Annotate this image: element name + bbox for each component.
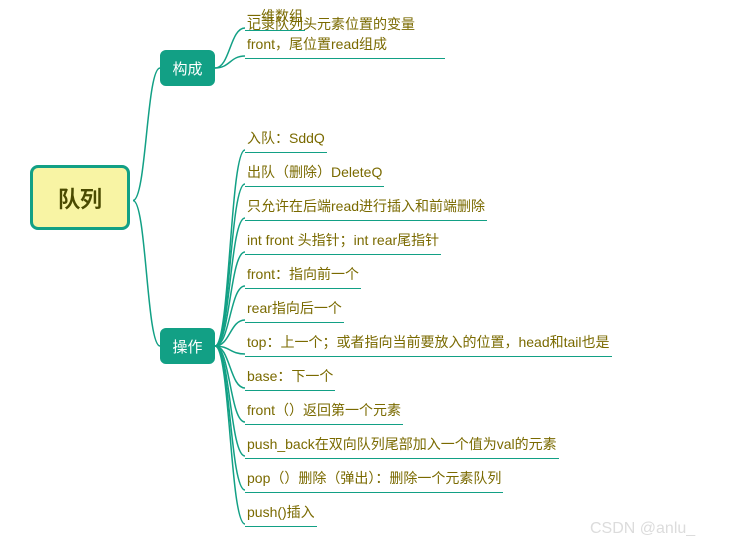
watermark: CSDN @anlu_	[590, 520, 695, 538]
leaf-item: 出队（删除）DeleteQ	[245, 162, 384, 187]
root-node: 队列	[30, 165, 130, 230]
leaf-item: int front 头指针；int rear尾指针	[245, 230, 441, 255]
branch-node-b2: 操作	[160, 328, 215, 364]
leaf-item: front（）返回第一个元素	[245, 400, 403, 425]
leaf-text: 只允许在后端read进行插入和前端删除	[247, 198, 485, 214]
leaf-item: push()插入	[245, 502, 317, 527]
leaf-text-line: 记录队列头元素位置的变量	[247, 14, 443, 34]
watermark-text: CSDN @anlu_	[590, 520, 695, 537]
leaf-item: push_back在双向队列尾部加入一个值为val的元素	[245, 434, 559, 459]
leaf-item: 只允许在后端read进行插入和前端删除	[245, 196, 487, 221]
leaf-text: 入队：SddQ	[247, 130, 325, 146]
leaf-text: front：指向前一个	[247, 266, 359, 282]
leaf-text: int front 头指针；int rear尾指针	[247, 232, 439, 248]
leaf-text: front（）返回第一个元素	[247, 402, 401, 418]
leaf-item: top：上一个；或者指向当前要放入的位置，head和tail也是	[245, 332, 612, 357]
leaf-item: front：指向前一个	[245, 264, 361, 289]
leaf-item: rear指向后一个	[245, 298, 344, 323]
branch-node-b1: 构成	[160, 50, 215, 86]
root-label: 队列	[58, 182, 102, 214]
branch-label: 操作	[172, 336, 202, 357]
leaf-text-line: front，尾位置read组成	[247, 34, 443, 54]
leaf-text: pop（）删除（弹出）：删除一个元素队列	[247, 470, 501, 486]
leaf-text: push()插入	[247, 504, 315, 520]
leaf-text: 出队（删除）DeleteQ	[247, 164, 382, 180]
branch-label: 构成	[172, 58, 202, 79]
leaf-item: 记录队列头元素位置的变量front，尾位置read组成	[245, 14, 445, 59]
leaf-item: pop（）删除（弹出）：删除一个元素队列	[245, 468, 503, 493]
leaf-text: push_back在双向队列尾部加入一个值为val的元素	[247, 436, 557, 452]
leaf-text: rear指向后一个	[247, 300, 342, 316]
leaf-text: top：上一个；或者指向当前要放入的位置，head和tail也是	[247, 334, 610, 350]
leaf-text: base：下一个	[247, 368, 333, 384]
leaf-item: 入队：SddQ	[245, 128, 327, 153]
leaf-item: base：下一个	[245, 366, 335, 391]
